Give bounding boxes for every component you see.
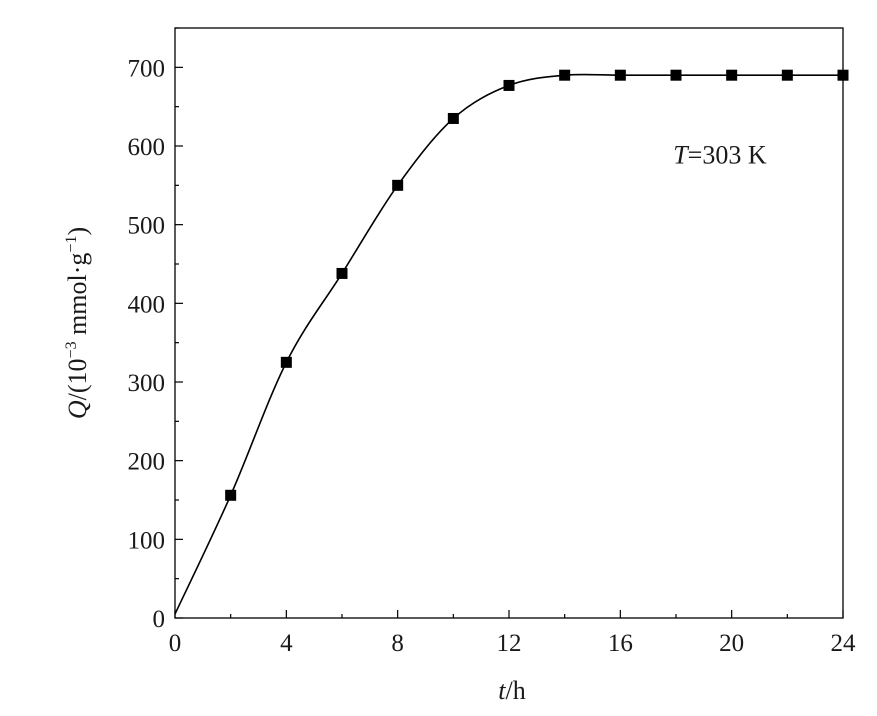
y-tick-label: 600: [128, 134, 166, 161]
y-tick-label: 400: [128, 291, 166, 318]
x-tick-label: 8: [391, 630, 404, 657]
data-point: [336, 267, 348, 279]
y-tick-label: 700: [128, 55, 166, 82]
data-point: [225, 489, 237, 501]
x-tick-label: 16: [608, 630, 633, 657]
tick-labels: 0 4 8 12 16 20 24 0 100 200 300 400 500 600 700: [128, 55, 857, 657]
x-tick-label: 4: [280, 630, 293, 657]
series-line: [174, 73, 843, 615]
axis-ticks: [174, 27, 844, 619]
data-point: [726, 69, 738, 81]
y-tick-label: 300: [128, 370, 166, 397]
data-point: [447, 112, 459, 124]
data-point: [392, 179, 404, 191]
data-point: [614, 69, 626, 81]
y-tick-label: 0: [153, 606, 166, 633]
data-point: [670, 69, 682, 81]
y-tick-label: 200: [128, 449, 166, 476]
data-point: [837, 69, 849, 81]
y-axis-exponent: −1: [63, 236, 80, 253]
y-axis-exponent: −3: [63, 341, 80, 358]
data-point: [503, 79, 515, 91]
data-markers: [225, 69, 849, 501]
data-point: [559, 69, 571, 81]
data-point: [781, 69, 793, 81]
data-point: [280, 356, 292, 368]
plot-frame: [174, 27, 844, 619]
temperature-annotation: T=303 K: [673, 140, 767, 169]
x-tick-label: 24: [831, 630, 857, 657]
x-tick-label: 12: [497, 630, 522, 657]
y-tick-label: 500: [128, 213, 166, 240]
y-tick-label: 100: [128, 527, 166, 554]
x-tick-label: 20: [719, 630, 744, 657]
x-tick-label: 0: [169, 630, 182, 657]
x-axis-label: t/h: [498, 676, 525, 705]
y-axis-label: Q/(10−3 mmol·g−1): [63, 227, 92, 419]
